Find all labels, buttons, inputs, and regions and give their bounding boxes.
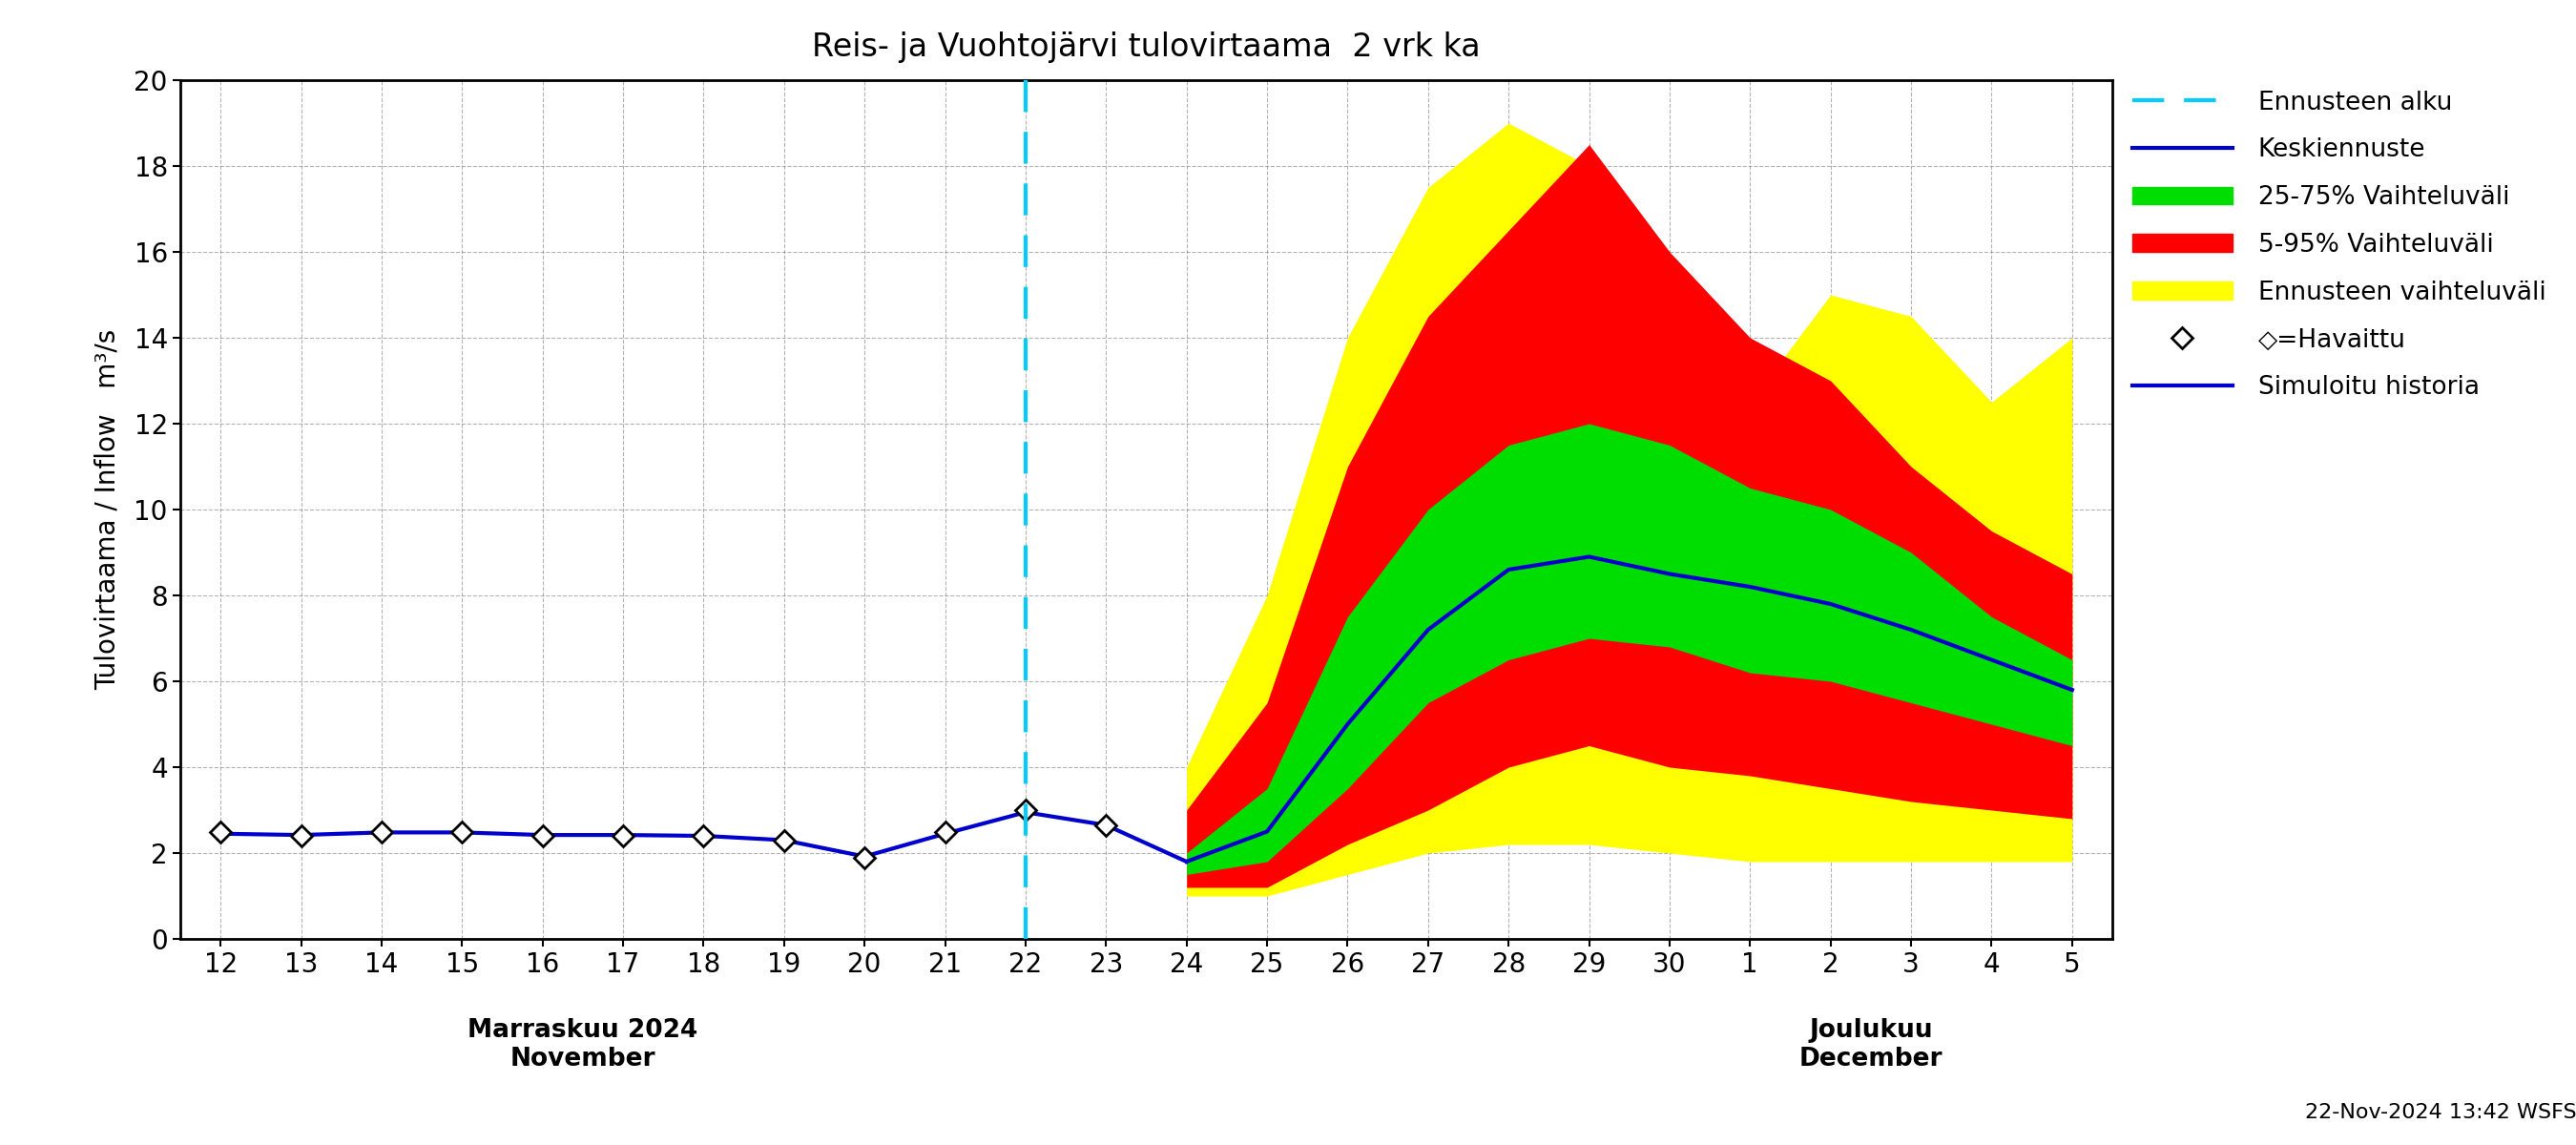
Y-axis label: Tulovirtaama / Inflow   m³/s: Tulovirtaama / Inflow m³/s: [93, 329, 121, 690]
Text: 22-Nov-2024 13:42 WSFS-O: 22-Nov-2024 13:42 WSFS-O: [2306, 1103, 2576, 1122]
Title: Reis- ja Vuohtojärvi tulovirtaama  2 vrk ka: Reis- ja Vuohtojärvi tulovirtaama 2 vrk …: [811, 31, 1481, 63]
Text: Joulukuu
December: Joulukuu December: [1798, 1018, 1942, 1072]
Text: Marraskuu 2024
November: Marraskuu 2024 November: [469, 1018, 698, 1072]
Legend: Ennusteen alku, Keskiennuste, 25-75% Vaihteluväli, 5-95% Vaihteluväli, Ennusteen: Ennusteen alku, Keskiennuste, 25-75% Vai…: [2123, 80, 2555, 410]
